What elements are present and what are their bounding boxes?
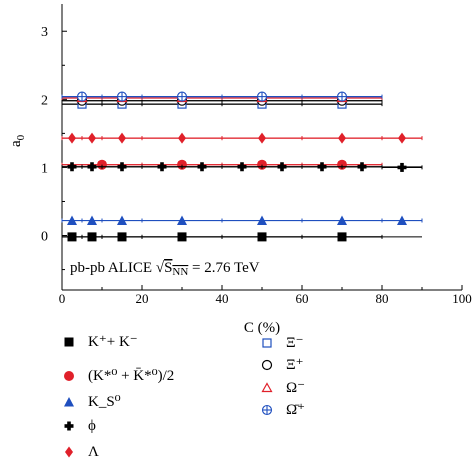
annotation-subscript: NN [172, 266, 188, 278]
data-point [87, 215, 97, 226]
annotation-s: S [164, 260, 172, 276]
data-point [337, 215, 347, 226]
data-point [178, 132, 186, 144]
axes: 0 20 40 60 80 100 0 1 2 3 [41, 4, 472, 306]
data-point [257, 232, 267, 242]
data-point [397, 162, 407, 172]
data-point [277, 162, 287, 172]
data-point [398, 132, 406, 144]
data-point [87, 232, 97, 242]
data-point [67, 215, 77, 226]
annotation-prefix: pb-pb ALICE [70, 260, 156, 276]
y-tick-label: 2 [41, 93, 48, 108]
data-point [176, 91, 188, 102]
x-tick-label: 60 [296, 291, 309, 306]
data-point [117, 232, 127, 242]
data-point [197, 162, 207, 172]
data-point [336, 91, 348, 102]
x-tick-label: 100 [452, 291, 472, 306]
data-point [88, 132, 96, 144]
data-point [337, 232, 347, 242]
y-tick-label: 1 [41, 161, 48, 176]
x-tick-label: 80 [376, 291, 389, 306]
data-point [317, 162, 327, 172]
y-axis-label: a0 [8, 134, 27, 147]
data-point [256, 91, 268, 102]
data-point [67, 232, 77, 242]
x-axis-label: C (%) [244, 320, 280, 336]
data-point [157, 162, 167, 172]
data-point [68, 132, 76, 144]
y-tick-label: 0 [41, 230, 48, 245]
data-point [357, 162, 367, 172]
x-tick-label: 40 [216, 291, 229, 306]
annotation: pb-pb ALICE √SNN = 2.76 TeV [70, 260, 260, 278]
annotation-sqrt: √ [156, 260, 165, 276]
data-point [117, 215, 127, 226]
data-point [116, 91, 128, 102]
data-point [117, 162, 127, 172]
x-tick-label: 0 [59, 291, 66, 306]
y-tick-label: 3 [41, 25, 48, 40]
data-point [177, 232, 187, 242]
annotation-suffix: = 2.76 TeV [188, 260, 259, 276]
data-point [76, 91, 88, 102]
data-point [118, 132, 126, 144]
data-point [67, 162, 77, 172]
data-point [177, 215, 187, 226]
data-point [258, 132, 266, 144]
x-tick-label: 20 [136, 291, 149, 306]
data-point [397, 215, 407, 226]
data-point [257, 215, 267, 226]
data-point [338, 132, 346, 144]
data-markers [61, 91, 423, 242]
data-point [237, 162, 247, 172]
data-point [87, 162, 97, 172]
